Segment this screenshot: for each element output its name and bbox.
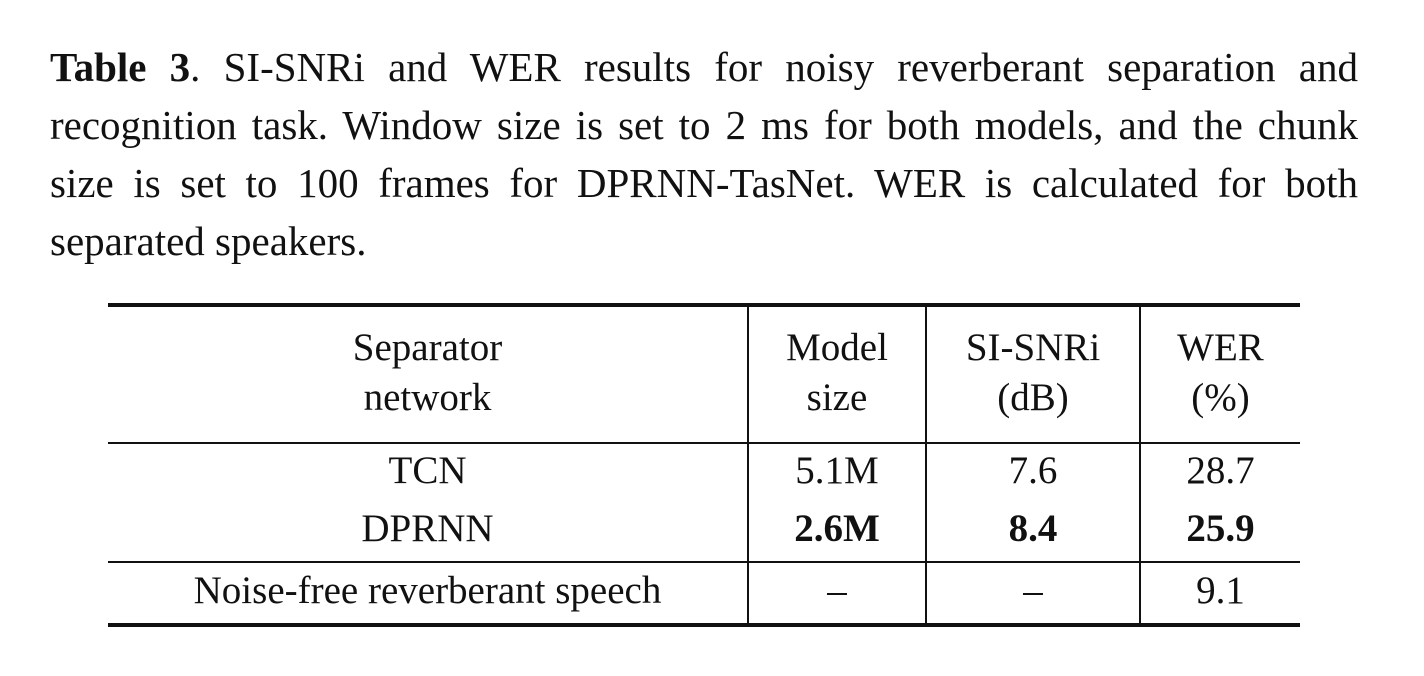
caption-text: . SI-SNRi and WER results for noisy reve… bbox=[50, 44, 1358, 264]
caption-label: Table 3 bbox=[50, 44, 191, 90]
row-name: TCN bbox=[388, 449, 467, 492]
model-size-cell: 5.1M bbox=[795, 449, 879, 492]
header-rule bbox=[108, 442, 1300, 444]
header-separator-network: Separator network bbox=[108, 323, 747, 423]
model-size-cell: 2.6M bbox=[794, 507, 880, 550]
column-divider bbox=[747, 307, 749, 623]
si-snri-cell: 7.6 bbox=[1008, 449, 1058, 492]
table-caption: Table 3. SI-SNRi and WER results for noi… bbox=[50, 38, 1358, 270]
wer-cell: 9.1 bbox=[1196, 569, 1245, 612]
row-name: DPRNN bbox=[361, 507, 494, 550]
header-line: network bbox=[363, 376, 492, 419]
header-line: (%) bbox=[1191, 376, 1250, 419]
wer-cell: 25.9 bbox=[1186, 507, 1255, 550]
header-line: (dB) bbox=[997, 376, 1069, 419]
header-line: SI-SNRi bbox=[965, 326, 1101, 369]
header-line: WER bbox=[1177, 326, 1264, 369]
si-snri-cell: – bbox=[1023, 569, 1043, 612]
column-divider bbox=[925, 307, 927, 623]
model-size-cell: – bbox=[827, 569, 847, 612]
wer-cell: 28.7 bbox=[1186, 449, 1255, 492]
header-line: size bbox=[806, 376, 868, 419]
top-rule bbox=[108, 303, 1300, 307]
header-wer: WER (%) bbox=[1141, 323, 1300, 423]
mid-rule bbox=[108, 561, 1300, 563]
column-divider bbox=[1139, 307, 1141, 623]
si-snri-cell: 8.4 bbox=[1008, 507, 1058, 550]
header-line: Model bbox=[786, 326, 888, 369]
header-model-size: Model size bbox=[749, 323, 925, 423]
row-name: Noise-free reverberant speech bbox=[193, 569, 662, 612]
header-si-snri: SI-SNRi (dB) bbox=[927, 323, 1139, 423]
header-line: Separator bbox=[352, 326, 503, 369]
bottom-rule bbox=[108, 623, 1300, 627]
